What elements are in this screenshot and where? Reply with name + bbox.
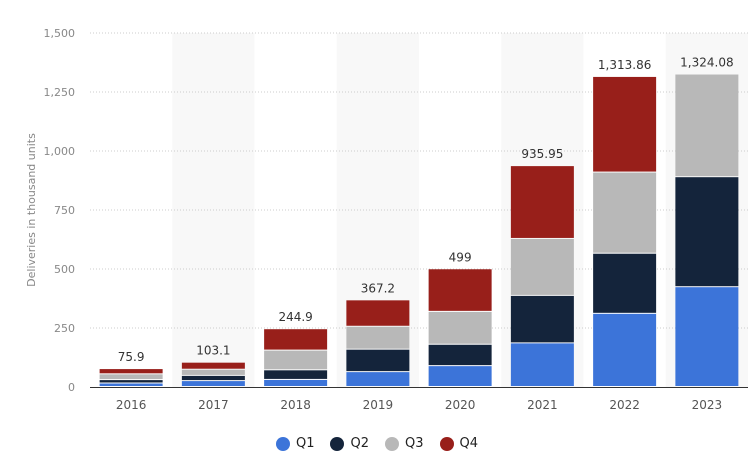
- legend-label: Q1: [295, 436, 315, 451]
- legend: Q1 Q2 Q3 Q4: [0, 436, 754, 451]
- bar-segment-q2[interactable]: [593, 253, 657, 313]
- bar-segment-q3[interactable]: [99, 374, 163, 380]
- bar-segment-q1[interactable]: [346, 372, 410, 386]
- bar-segment-q4[interactable]: [264, 329, 328, 350]
- y-tick-label: 1,250: [44, 86, 76, 99]
- legend-dot-icon: [330, 436, 345, 451]
- y-tick-label: 0: [68, 381, 75, 394]
- y-tick-label: 1,500: [44, 27, 76, 40]
- bar-segment-q4[interactable]: [593, 76, 657, 172]
- bar-segment-q4[interactable]: [510, 166, 574, 238]
- bar-segment-q1[interactable]: [593, 313, 657, 386]
- legend-item-q2[interactable]: Q2: [330, 436, 369, 451]
- y-tick-label: 1,000: [44, 145, 76, 158]
- legend-label: Q3: [405, 436, 424, 451]
- total-label: 75.9: [118, 350, 145, 364]
- legend-item-q4[interactable]: Q4: [439, 436, 479, 451]
- total-label: 499: [449, 250, 472, 264]
- bar-segment-q4[interactable]: [346, 300, 410, 326]
- y-tick-label: 500: [54, 263, 75, 276]
- bar-segment-q1[interactable]: [510, 343, 574, 386]
- legend-item-q1[interactable]: Q1: [275, 436, 315, 451]
- stacked-bar-chart: 0 250 500 750 1,000 1,250 1,500 Deliveries in t…: [25, 27, 748, 412]
- bar-segment-q3[interactable]: [510, 238, 574, 295]
- bar-segment-q1[interactable]: [428, 366, 492, 386]
- legend-dot-icon: [275, 436, 290, 451]
- bar-segment-q2[interactable]: [181, 375, 245, 381]
- total-label: 103.1: [196, 344, 230, 358]
- total-label: 1,313.86: [598, 58, 651, 72]
- bar-segment-q3[interactable]: [181, 369, 245, 375]
- bar-segment-q2[interactable]: [264, 370, 328, 379]
- total-label: 244.9: [278, 310, 312, 324]
- bar-segment-q3[interactable]: [264, 350, 328, 370]
- legend-label: Q4: [459, 436, 479, 451]
- total-label: 367.2: [361, 281, 395, 295]
- bar-segment-q1[interactable]: [181, 381, 245, 386]
- x-tick-label: 2023: [692, 398, 723, 412]
- y-axis-label: Deliveries in thousand units: [25, 133, 38, 287]
- x-tick-label: 2019: [363, 398, 394, 412]
- legend-item-q3[interactable]: Q3: [385, 436, 424, 451]
- x-tick-label: 2021: [527, 398, 558, 412]
- bar-segment-q2[interactable]: [675, 177, 739, 287]
- bar-segment-q3[interactable]: [346, 326, 410, 349]
- bar-segment-q4[interactable]: [181, 362, 245, 369]
- bar-segment-q2[interactable]: [99, 380, 163, 383]
- x-tick-label: 2020: [445, 398, 476, 412]
- bar-segment-q3[interactable]: [428, 311, 492, 344]
- total-label: 935.95: [521, 147, 563, 161]
- y-tick-label: 250: [54, 322, 75, 335]
- legend-label: Q2: [350, 436, 369, 451]
- bar-segment-q4[interactable]: [428, 269, 492, 311]
- bar-segment-q2[interactable]: [428, 344, 492, 366]
- bar-segment-q3[interactable]: [593, 172, 657, 253]
- bar-segment-q1[interactable]: [675, 287, 739, 386]
- bar-segment-q3[interactable]: [675, 74, 739, 177]
- total-label: 1,324.08: [680, 56, 733, 70]
- x-tick-label: 2017: [198, 398, 229, 412]
- bar-segment-q1[interactable]: [264, 379, 328, 386]
- bar-segment-q2[interactable]: [510, 295, 574, 343]
- bar-segment-q4[interactable]: [99, 369, 163, 374]
- x-tick-label: 2018: [280, 398, 311, 412]
- x-tick-label: 2022: [609, 398, 640, 412]
- bar-segment-q1[interactable]: [99, 383, 163, 386]
- legend-dot-icon: [385, 436, 399, 451]
- legend-dot-icon: [439, 436, 454, 451]
- y-tick-label: 750: [54, 204, 75, 217]
- bar-segment-q2[interactable]: [346, 349, 410, 372]
- x-tick-label: 2016: [116, 398, 147, 412]
